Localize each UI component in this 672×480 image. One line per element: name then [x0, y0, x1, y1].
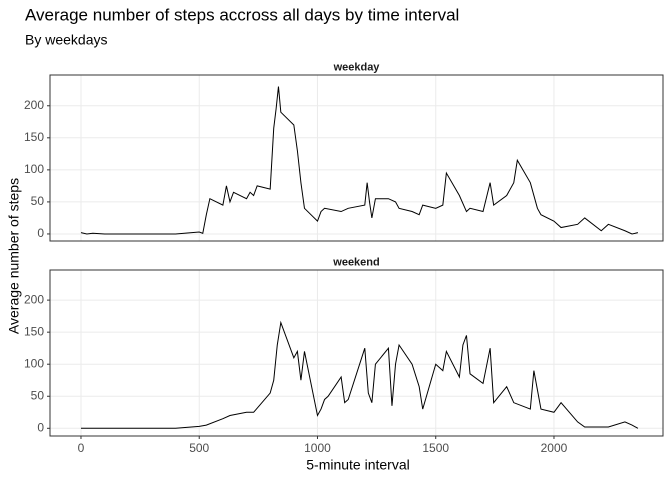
y-tick-label: 100 [24, 162, 44, 176]
y-tick-label: 200 [24, 292, 44, 306]
x-tick-label: 1500 [422, 441, 449, 455]
y-tick-label: 0 [37, 420, 44, 434]
x-tick-label: 1000 [304, 441, 331, 455]
y-tick-label: 150 [24, 130, 44, 144]
x-tick-label: 500 [189, 441, 209, 455]
y-tick-label: 50 [31, 388, 45, 402]
strip [50, 58, 663, 75]
x-tick-label: 0 [78, 441, 85, 455]
data-line [80, 320, 639, 429]
x-axis-label: 5-minute interval [306, 457, 410, 473]
chart-subtitle: By weekdays [25, 32, 107, 48]
panel-background [50, 270, 663, 436]
strip-label: weekday [333, 61, 381, 73]
y-tick-label: 100 [24, 356, 44, 370]
strip-label: weekend [332, 256, 379, 268]
x-tick-label: 2000 [541, 441, 568, 455]
strip [50, 253, 663, 270]
y-tick-label: 50 [31, 194, 45, 208]
y-tick-label: 150 [24, 324, 44, 338]
y-tick-label: 200 [24, 98, 44, 112]
y-axis-label: Average number of steps [6, 178, 22, 334]
chart-title: Average number of steps accross all days… [25, 5, 459, 24]
panel-border [49, 269, 664, 437]
panel-border [49, 74, 664, 242]
panel-background [50, 75, 663, 241]
data-line [80, 86, 639, 235]
y-tick-label: 0 [37, 226, 44, 240]
